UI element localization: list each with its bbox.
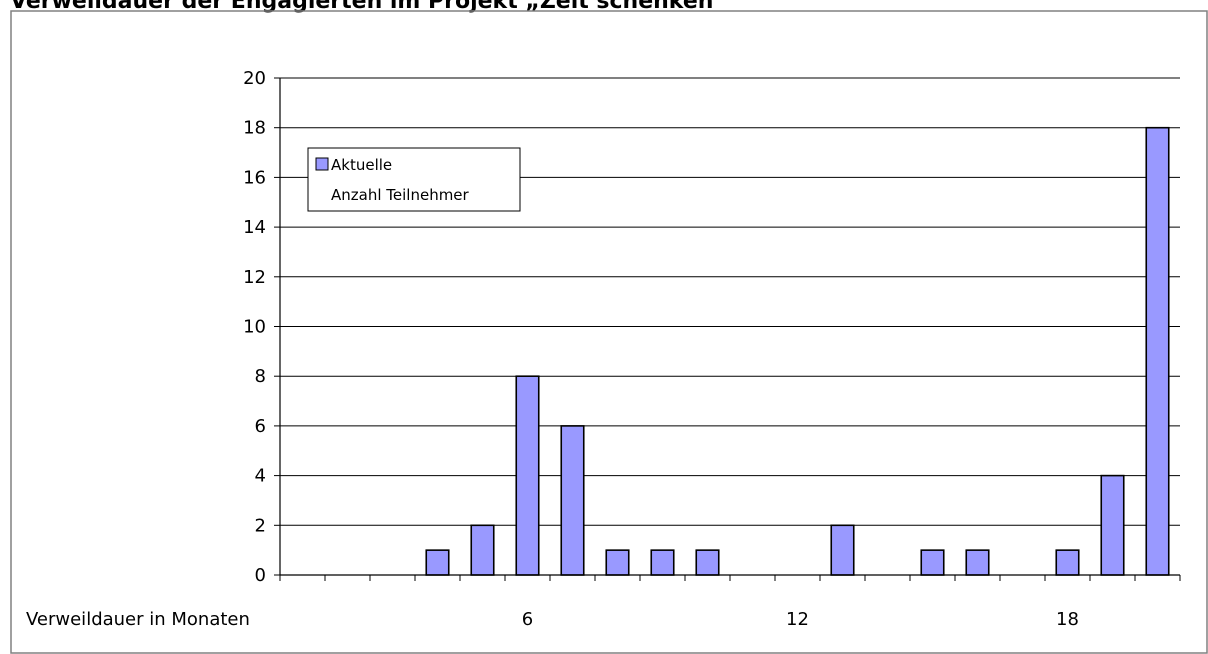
y-tick-label: 0	[255, 565, 266, 586]
bar	[470, 524, 495, 576]
bar	[830, 524, 855, 576]
chart-frame	[10, 10, 1208, 654]
y-tick-label: 14	[243, 217, 266, 238]
y-axis-ticks: 0 2 4 6 8 10 12 14 16 18 20	[243, 68, 280, 586]
y-tick-label: 18	[243, 118, 266, 139]
legend-label-line1: Aktuelle	[331, 156, 392, 174]
legend: Aktuelle Anzahl Teilnehmer	[307, 147, 521, 212]
bar	[1145, 126, 1170, 576]
y-tick-label: 10	[243, 317, 266, 338]
bar	[965, 549, 990, 576]
legend-label-line2: Anzahl Teilnehmer	[331, 186, 470, 204]
bar	[695, 549, 720, 576]
x-tick-label: 18	[1056, 609, 1079, 630]
legend-swatch	[315, 157, 329, 171]
bar	[920, 549, 945, 576]
bar	[560, 425, 585, 576]
y-tick-label: 4	[255, 466, 266, 487]
y-tick-label: 6	[255, 416, 266, 437]
y-tick-label: 8	[255, 366, 266, 387]
y-tick-label: 2	[255, 515, 266, 536]
bar	[1055, 549, 1080, 576]
bar	[1100, 474, 1125, 576]
bar	[515, 375, 540, 576]
bar	[650, 549, 675, 576]
y-tick-label: 12	[243, 267, 266, 288]
x-axis-title: Verweildauer in Monaten	[26, 609, 250, 630]
bars	[425, 126, 1170, 576]
y-tick-label: 20	[243, 68, 266, 89]
bar	[605, 549, 630, 576]
x-tick-label: 12	[786, 609, 809, 630]
x-axis-ticks: 6 12 18	[279, 575, 1181, 630]
bar	[425, 549, 450, 576]
x-tick-label: 6	[522, 609, 533, 630]
gridlines	[280, 77, 1180, 526]
y-tick-label: 16	[243, 167, 266, 188]
chart-title: Verweildauer der Engagierten im Projekt …	[10, 0, 728, 14]
legend-box	[307, 147, 521, 212]
